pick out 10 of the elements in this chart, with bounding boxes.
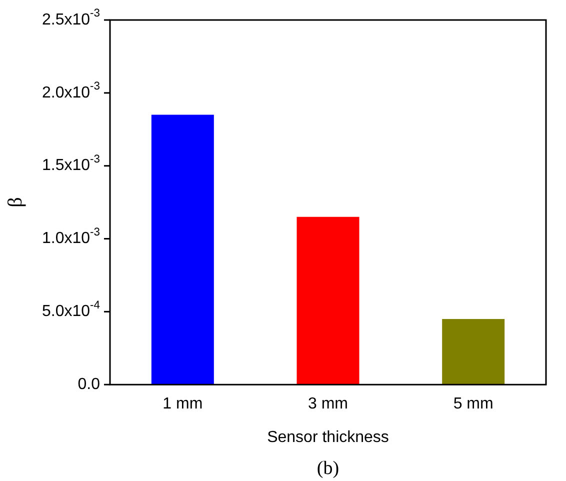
bar <box>296 216 360 385</box>
text: (b) <box>316 458 340 479</box>
y-axis-title: β <box>4 197 26 208</box>
y-tick-label: 0.0 <box>78 376 100 394</box>
x-tick-label: 1 mm <box>162 396 203 413</box>
x-tick-label: 5 mm <box>453 396 494 413</box>
bar <box>442 318 505 385</box>
x-tick-label: 3 mm <box>308 396 348 413</box>
bar <box>151 114 214 385</box>
x-axis-title: Sensor thickness <box>267 428 389 446</box>
